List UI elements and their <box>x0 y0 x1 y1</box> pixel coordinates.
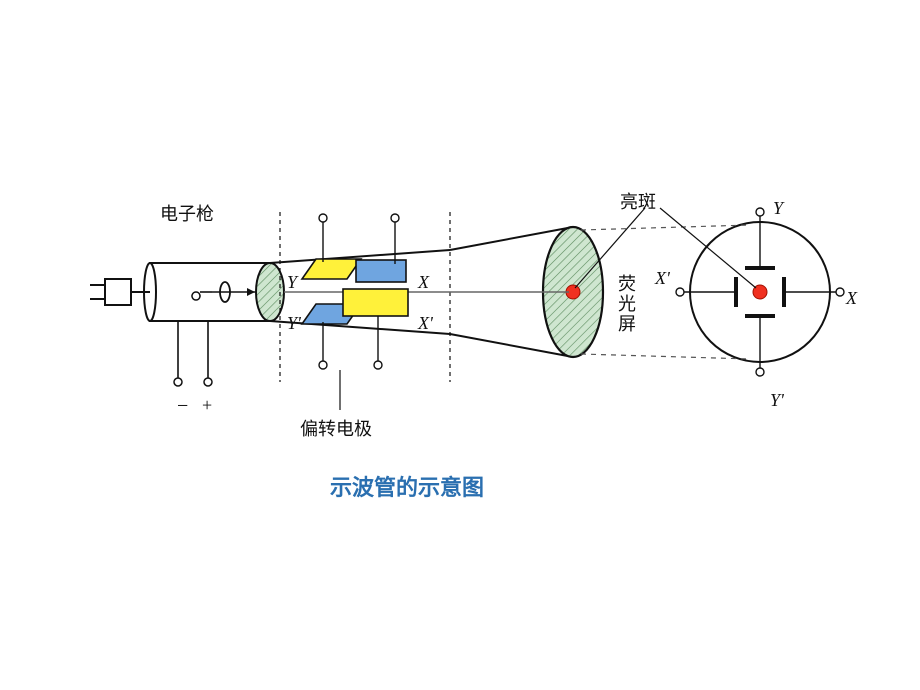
label-Y: Y <box>287 272 297 293</box>
label-screen: 荧光屏 <box>618 275 638 334</box>
label-bright_spot: 亮斑 <box>620 188 656 214</box>
caption: 示波管的示意图 <box>330 470 484 502</box>
label-X: X <box>418 272 429 293</box>
label-front_Yp: Y' <box>770 390 784 411</box>
label-deflection_electrodes: 偏转电极 <box>300 415 372 441</box>
label-Yp: Y' <box>287 313 301 334</box>
label-front_X: X <box>846 288 857 309</box>
cathode <box>105 279 131 305</box>
label-minus: − <box>177 395 188 418</box>
label-electron_gun: 电子枪 <box>160 200 214 226</box>
diagram-container: 示波管的示意图 电子枪偏转电极 亮斑荧光屏 −+ Y Y' X X' Y Y' X X' <box>0 0 920 690</box>
oscilloscope-tube-diagram <box>0 0 920 690</box>
label-plus: + <box>202 395 212 416</box>
label-front_Xp: X' <box>655 268 670 289</box>
label-front_Y: Y <box>773 198 783 219</box>
label-Xp: X' <box>418 313 433 334</box>
